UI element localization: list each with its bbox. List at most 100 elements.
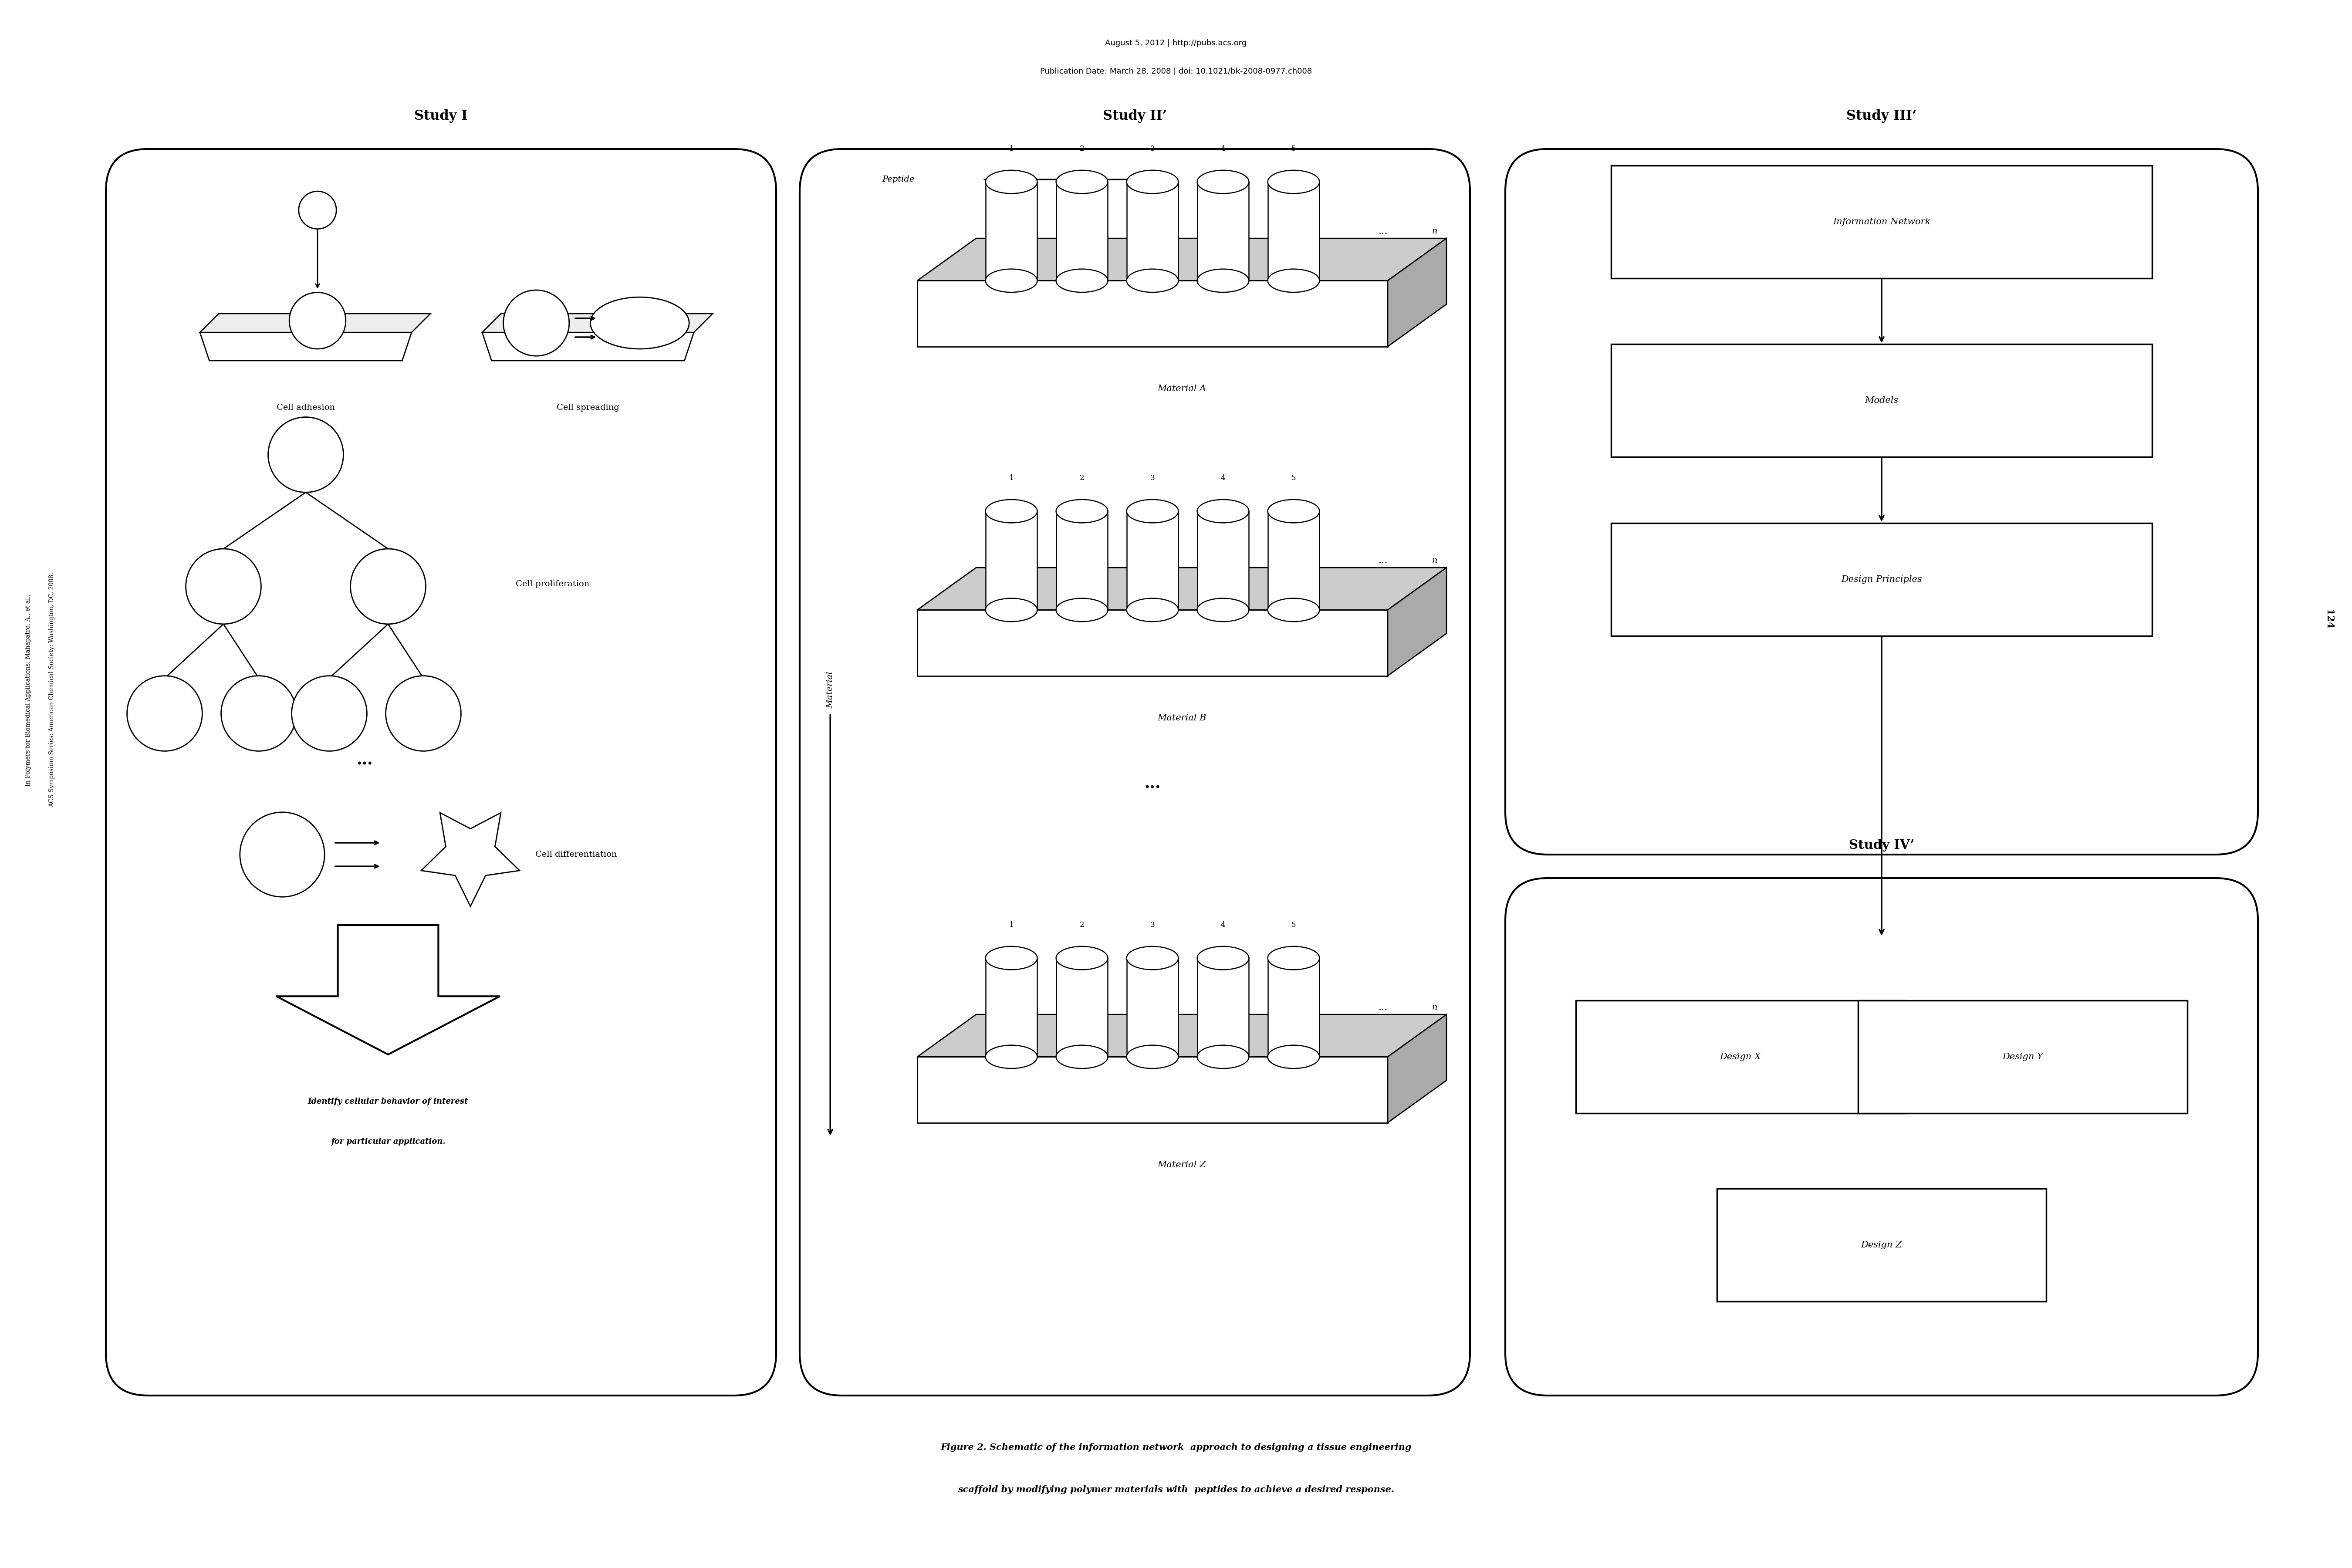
Text: Identify cellular behavior of interest: Identify cellular behavior of interest xyxy=(308,1098,468,1105)
Text: for particular application.: for particular application. xyxy=(332,1138,445,1145)
Ellipse shape xyxy=(985,171,1037,193)
Text: 1: 1 xyxy=(1009,146,1014,152)
Text: 4: 4 xyxy=(1221,146,1225,152)
Bar xyxy=(1197,511,1249,610)
Text: 1: 1 xyxy=(1009,475,1014,481)
Circle shape xyxy=(127,676,202,751)
Ellipse shape xyxy=(1056,1046,1108,1068)
Bar xyxy=(1268,958,1319,1057)
Ellipse shape xyxy=(1056,599,1108,621)
Text: Study III’: Study III’ xyxy=(1846,110,1917,122)
Text: Material: Material xyxy=(826,671,835,709)
Text: Models: Models xyxy=(1865,397,1898,405)
Ellipse shape xyxy=(1268,947,1319,969)
Circle shape xyxy=(221,676,296,751)
Ellipse shape xyxy=(985,1046,1037,1068)
Text: ACS Symposium Series; American Chemical Society: Washington, DC, 2008.: ACS Symposium Series; American Chemical … xyxy=(49,572,54,808)
Text: ...: ... xyxy=(1378,226,1388,237)
Text: Cell proliferation: Cell proliferation xyxy=(515,580,590,588)
Polygon shape xyxy=(200,314,430,332)
Text: Information Network: Information Network xyxy=(1832,218,1931,226)
Text: n: n xyxy=(1432,1004,1437,1011)
Text: scaffold by modifying polymer materials with  peptides to achieve a desired resp: scaffold by modifying polymer materials … xyxy=(957,1485,1395,1494)
Bar xyxy=(1127,958,1178,1057)
Ellipse shape xyxy=(1127,599,1178,621)
Text: n: n xyxy=(1432,557,1437,564)
Bar xyxy=(1268,182,1319,281)
Ellipse shape xyxy=(1056,500,1108,522)
Text: Design X: Design X xyxy=(1719,1052,1762,1062)
Text: August 5, 2012 | http://pubs.acs.org: August 5, 2012 | http://pubs.acs.org xyxy=(1105,39,1247,47)
Ellipse shape xyxy=(1268,270,1319,292)
Bar xyxy=(1056,511,1108,610)
Ellipse shape xyxy=(1056,947,1108,969)
Ellipse shape xyxy=(1127,1046,1178,1068)
Polygon shape xyxy=(1388,238,1446,347)
Text: Study I: Study I xyxy=(414,110,468,122)
Text: ...: ... xyxy=(1378,1002,1388,1013)
Ellipse shape xyxy=(1197,1046,1249,1068)
Bar xyxy=(1268,511,1319,610)
FancyBboxPatch shape xyxy=(1505,149,2258,855)
FancyBboxPatch shape xyxy=(106,149,776,1396)
Ellipse shape xyxy=(1197,500,1249,522)
Text: Peptide: Peptide xyxy=(882,176,915,183)
Text: 5: 5 xyxy=(1291,922,1296,928)
Text: Design Y: Design Y xyxy=(2002,1052,2044,1062)
Bar xyxy=(1127,182,1178,281)
Ellipse shape xyxy=(1268,599,1319,621)
Polygon shape xyxy=(200,332,412,361)
Ellipse shape xyxy=(1197,270,1249,292)
Polygon shape xyxy=(1388,1014,1446,1123)
Bar xyxy=(1127,511,1178,610)
Circle shape xyxy=(289,292,346,350)
Circle shape xyxy=(350,549,426,624)
FancyBboxPatch shape xyxy=(800,149,1470,1396)
Circle shape xyxy=(386,676,461,751)
Ellipse shape xyxy=(1127,500,1178,522)
Text: 3: 3 xyxy=(1150,475,1155,481)
Bar xyxy=(1197,182,1249,281)
Ellipse shape xyxy=(985,599,1037,621)
Text: 1: 1 xyxy=(1009,922,1014,928)
Circle shape xyxy=(503,290,569,356)
Text: Study II’: Study II’ xyxy=(1103,110,1167,122)
Polygon shape xyxy=(917,610,1388,676)
Text: ...: ... xyxy=(1378,555,1388,566)
Polygon shape xyxy=(1388,568,1446,676)
Bar xyxy=(1717,1189,2046,1301)
Text: 2: 2 xyxy=(1080,146,1084,152)
Text: n: n xyxy=(1432,227,1437,235)
Polygon shape xyxy=(421,812,520,906)
Text: Material A: Material A xyxy=(1157,384,1207,394)
Polygon shape xyxy=(278,925,499,1055)
Ellipse shape xyxy=(1268,500,1319,522)
Bar xyxy=(985,182,1037,281)
Text: Cell differentiation: Cell differentiation xyxy=(536,850,616,859)
Polygon shape xyxy=(917,281,1388,347)
Text: In Polymers for Biomedical Applications; Mahapatro, A., et al.;: In Polymers for Biomedical Applications;… xyxy=(26,594,31,786)
Ellipse shape xyxy=(1056,270,1108,292)
Ellipse shape xyxy=(985,500,1037,522)
Bar xyxy=(1197,958,1249,1057)
Ellipse shape xyxy=(1056,171,1108,193)
Text: Cell spreading: Cell spreading xyxy=(557,403,619,411)
Circle shape xyxy=(268,417,343,492)
Polygon shape xyxy=(917,238,1446,281)
Text: 2: 2 xyxy=(1080,475,1084,481)
Ellipse shape xyxy=(1197,599,1249,621)
Text: 124: 124 xyxy=(2324,610,2333,629)
Bar xyxy=(1611,343,2152,456)
Polygon shape xyxy=(482,332,694,361)
Ellipse shape xyxy=(985,270,1037,292)
Bar xyxy=(1576,1000,1905,1113)
Polygon shape xyxy=(482,314,713,332)
Bar xyxy=(1056,958,1108,1057)
Text: ...: ... xyxy=(1145,776,1160,792)
Text: Figure 2. Schematic of the information network  approach to designing a tissue e: Figure 2. Schematic of the information n… xyxy=(941,1443,1411,1452)
Text: Publication Date: March 28, 2008 | doi: 10.1021/bk-2008-0977.ch008: Publication Date: March 28, 2008 | doi: … xyxy=(1040,67,1312,75)
Ellipse shape xyxy=(1197,171,1249,193)
Circle shape xyxy=(186,549,261,624)
Text: Study IV’: Study IV’ xyxy=(1849,839,1915,851)
Ellipse shape xyxy=(1197,947,1249,969)
